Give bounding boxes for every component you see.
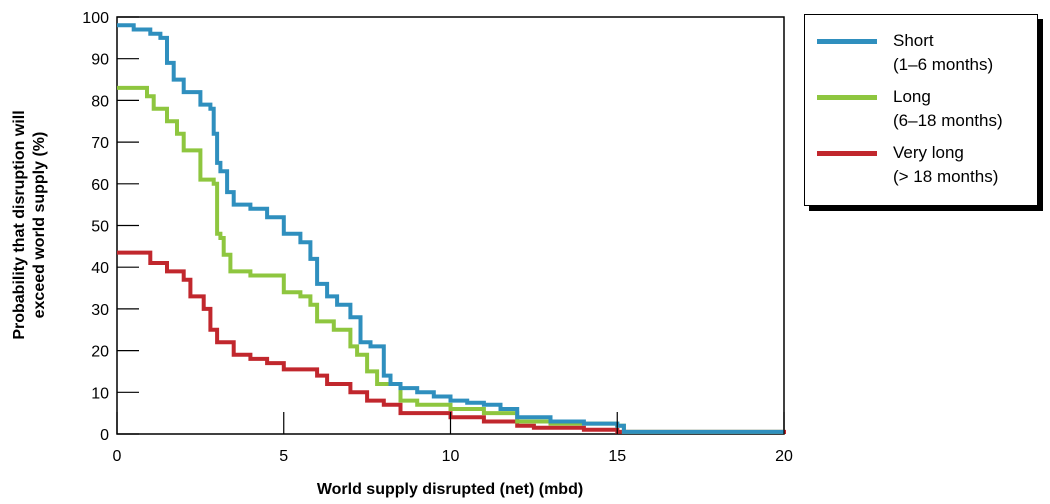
legend-detail-short: (1–6 months)	[893, 55, 994, 74]
y-tick-label: 40	[91, 260, 109, 277]
y-tick-label: 50	[91, 219, 109, 236]
series-line-short	[117, 23, 784, 434]
y-tick-label: 10	[91, 385, 109, 402]
y-tick-label: 100	[82, 10, 109, 27]
legend-swatch-very-long	[817, 151, 877, 156]
y-axis-title-line1: Probability that disruption will	[11, 110, 28, 339]
y-tick-label: 30	[91, 302, 109, 319]
x-axis-title: World supply disrupted (net) (mbd)	[317, 481, 583, 498]
x-tick-label: 20	[775, 448, 793, 465]
x-tick-label: 0	[113, 448, 122, 465]
series-line-long	[117, 85, 784, 434]
y-tick-label: 0	[100, 427, 109, 444]
legend-detail-long: (6–18 months)	[893, 111, 1003, 130]
legend-swatch-short	[817, 39, 877, 44]
x-tick-label: 10	[442, 448, 460, 465]
y-tick-label: 20	[91, 344, 109, 361]
x-tick-label: 15	[608, 448, 626, 465]
y-tick-label: 60	[91, 177, 109, 194]
legend: Short (1–6 months) Long (6–18 months) Ve…	[804, 14, 1038, 206]
x-tick-label: 5	[279, 448, 288, 465]
y-tick-label: 90	[91, 52, 109, 69]
legend-label-short: Short	[893, 31, 934, 50]
legend-detail-very-long: (> 18 months)	[893, 167, 999, 186]
legend-label-very-long: Very long	[893, 143, 964, 162]
series-line-very-long	[117, 250, 786, 434]
y-tick-label: 80	[91, 93, 109, 110]
legend-swatch-long	[817, 95, 877, 100]
series-layer	[117, 23, 786, 434]
y-axis-title-line2: exceed world supply (%)	[31, 132, 48, 319]
legend-label-long: Long	[893, 87, 931, 106]
y-tick-label: 70	[91, 135, 109, 152]
ticks-layer: 0 5 10 15 20 0 10 20 30 40 50 60 70 80 90 100	[82, 10, 793, 465]
